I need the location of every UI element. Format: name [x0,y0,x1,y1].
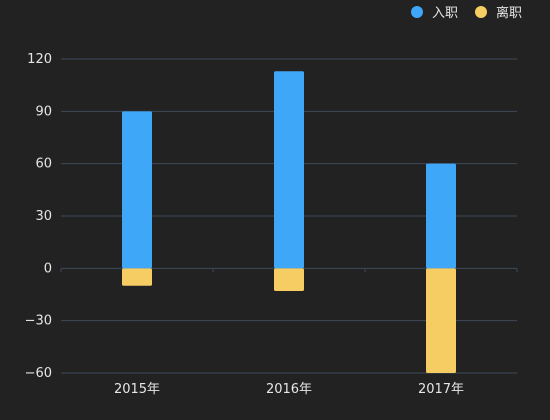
bar-left[interactable] [274,268,304,292]
y-tick-label: −30 [25,314,52,329]
y-tick-label: 30 [35,209,52,224]
y-tick-label: 90 [35,104,52,119]
legend-label-left[interactable]: 离职 [496,5,522,21]
x-axis: 2015年 2016年 2017年 [60,268,518,397]
bars [122,71,456,373]
legend-marker-left[interactable] [475,6,487,18]
legend: 入职 离职 [411,5,522,21]
y-axis: −60 −30 0 30 60 90 120 [25,52,52,381]
x-tick-label: 2016年 [266,382,312,397]
bar-hired[interactable] [274,71,304,269]
x-tick-label: 2017年 [418,382,464,397]
bar-left[interactable] [122,268,152,286]
y-tick-label: −60 [25,366,52,381]
legend-marker-hired[interactable] [411,6,423,18]
x-tick-label: 2015年 [114,382,160,397]
bar-hired[interactable] [122,111,152,269]
bar-hired[interactable] [426,163,456,269]
y-tick-label: 60 [35,157,52,172]
y-tick-label: 0 [44,261,52,276]
legend-label-hired[interactable]: 入职 [432,6,458,21]
bar-left[interactable] [426,268,456,373]
y-tick-label: 120 [27,52,52,67]
